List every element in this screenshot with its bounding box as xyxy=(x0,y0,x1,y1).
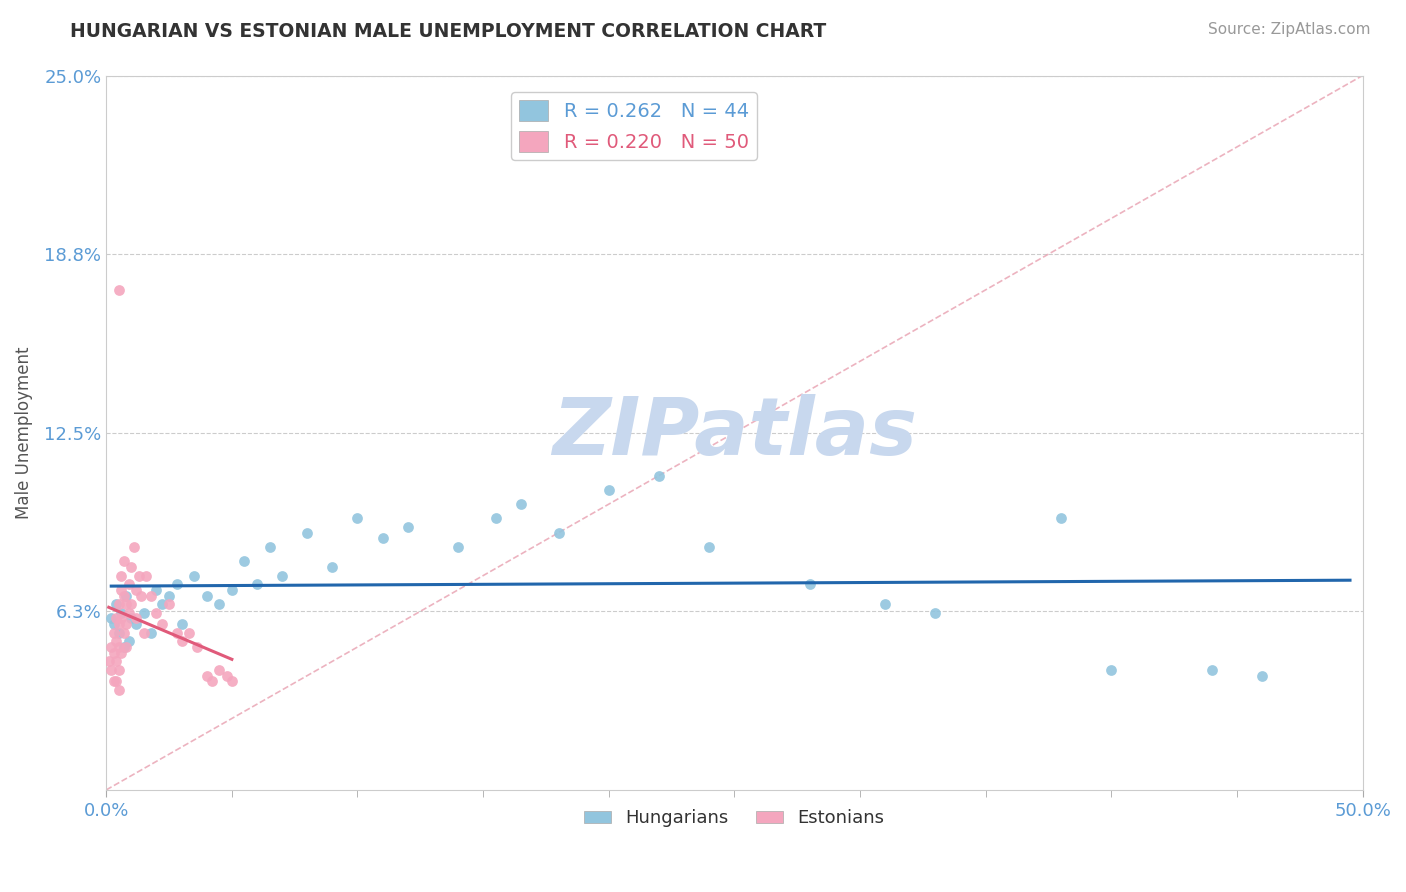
Point xyxy=(1201,663,1223,677)
Point xyxy=(103,674,125,689)
Point xyxy=(875,597,897,611)
Point xyxy=(100,640,122,654)
Point xyxy=(107,640,129,654)
Point xyxy=(107,283,129,297)
Point xyxy=(246,577,269,591)
Point xyxy=(122,540,145,554)
Point xyxy=(135,568,157,582)
Point xyxy=(186,640,208,654)
Point xyxy=(259,540,281,554)
Point xyxy=(105,597,128,611)
Point xyxy=(112,554,135,568)
Point xyxy=(799,577,821,591)
Point xyxy=(112,589,135,603)
Point xyxy=(115,589,138,603)
Point xyxy=(107,597,129,611)
Point xyxy=(1251,668,1274,682)
Point xyxy=(509,497,531,511)
Point xyxy=(107,682,129,697)
Point xyxy=(110,582,132,597)
Point xyxy=(107,617,129,632)
Point xyxy=(128,568,150,582)
Point xyxy=(208,663,231,677)
Point xyxy=(141,589,163,603)
Point xyxy=(115,640,138,654)
Point xyxy=(346,511,368,525)
Point xyxy=(221,674,243,689)
Point xyxy=(297,525,319,540)
Point xyxy=(103,646,125,660)
Point xyxy=(97,654,120,668)
Point xyxy=(321,560,343,574)
Point xyxy=(697,540,720,554)
Text: ZIPatlas: ZIPatlas xyxy=(553,393,917,472)
Point xyxy=(103,625,125,640)
Point xyxy=(150,597,173,611)
Point xyxy=(447,540,470,554)
Point xyxy=(105,674,128,689)
Point xyxy=(195,668,218,682)
Point xyxy=(131,589,153,603)
Point xyxy=(1099,663,1122,677)
Point xyxy=(132,606,155,620)
Point xyxy=(208,597,231,611)
Point xyxy=(924,606,946,620)
Text: Source: ZipAtlas.com: Source: ZipAtlas.com xyxy=(1208,22,1371,37)
Point xyxy=(112,625,135,640)
Point xyxy=(115,617,138,632)
Point xyxy=(145,582,167,597)
Point xyxy=(201,674,224,689)
Y-axis label: Male Unemployment: Male Unemployment xyxy=(15,346,32,519)
Legend: Hungarians, Estonians: Hungarians, Estonians xyxy=(576,802,891,835)
Point xyxy=(118,577,141,591)
Point xyxy=(125,611,148,625)
Point xyxy=(110,646,132,660)
Point xyxy=(118,634,141,648)
Point xyxy=(118,606,141,620)
Point xyxy=(132,625,155,640)
Point xyxy=(112,640,135,654)
Point xyxy=(110,606,132,620)
Point xyxy=(221,582,243,597)
Point xyxy=(107,663,129,677)
Point xyxy=(120,611,142,625)
Point xyxy=(103,617,125,632)
Point xyxy=(145,606,167,620)
Point xyxy=(371,532,394,546)
Point xyxy=(100,611,122,625)
Point xyxy=(125,617,148,632)
Point xyxy=(110,568,132,582)
Point xyxy=(157,597,180,611)
Point xyxy=(648,468,671,483)
Point xyxy=(105,611,128,625)
Point xyxy=(170,634,193,648)
Point xyxy=(105,654,128,668)
Point xyxy=(157,589,180,603)
Point xyxy=(233,554,256,568)
Point xyxy=(120,560,142,574)
Point xyxy=(170,617,193,632)
Point xyxy=(547,525,569,540)
Point xyxy=(125,582,148,597)
Point xyxy=(110,611,132,625)
Point xyxy=(141,625,163,640)
Point xyxy=(183,568,205,582)
Point xyxy=(1050,511,1073,525)
Point xyxy=(598,483,620,497)
Point xyxy=(166,625,188,640)
Point xyxy=(271,568,294,582)
Point xyxy=(120,597,142,611)
Point xyxy=(115,597,138,611)
Text: HUNGARIAN VS ESTONIAN MALE UNEMPLOYMENT CORRELATION CHART: HUNGARIAN VS ESTONIAN MALE UNEMPLOYMENT … xyxy=(70,22,827,41)
Point xyxy=(166,577,188,591)
Point xyxy=(150,617,173,632)
Point xyxy=(179,625,201,640)
Point xyxy=(105,634,128,648)
Point xyxy=(485,511,508,525)
Point xyxy=(100,663,122,677)
Point xyxy=(215,668,238,682)
Point xyxy=(396,520,419,534)
Point xyxy=(107,625,129,640)
Point xyxy=(195,589,218,603)
